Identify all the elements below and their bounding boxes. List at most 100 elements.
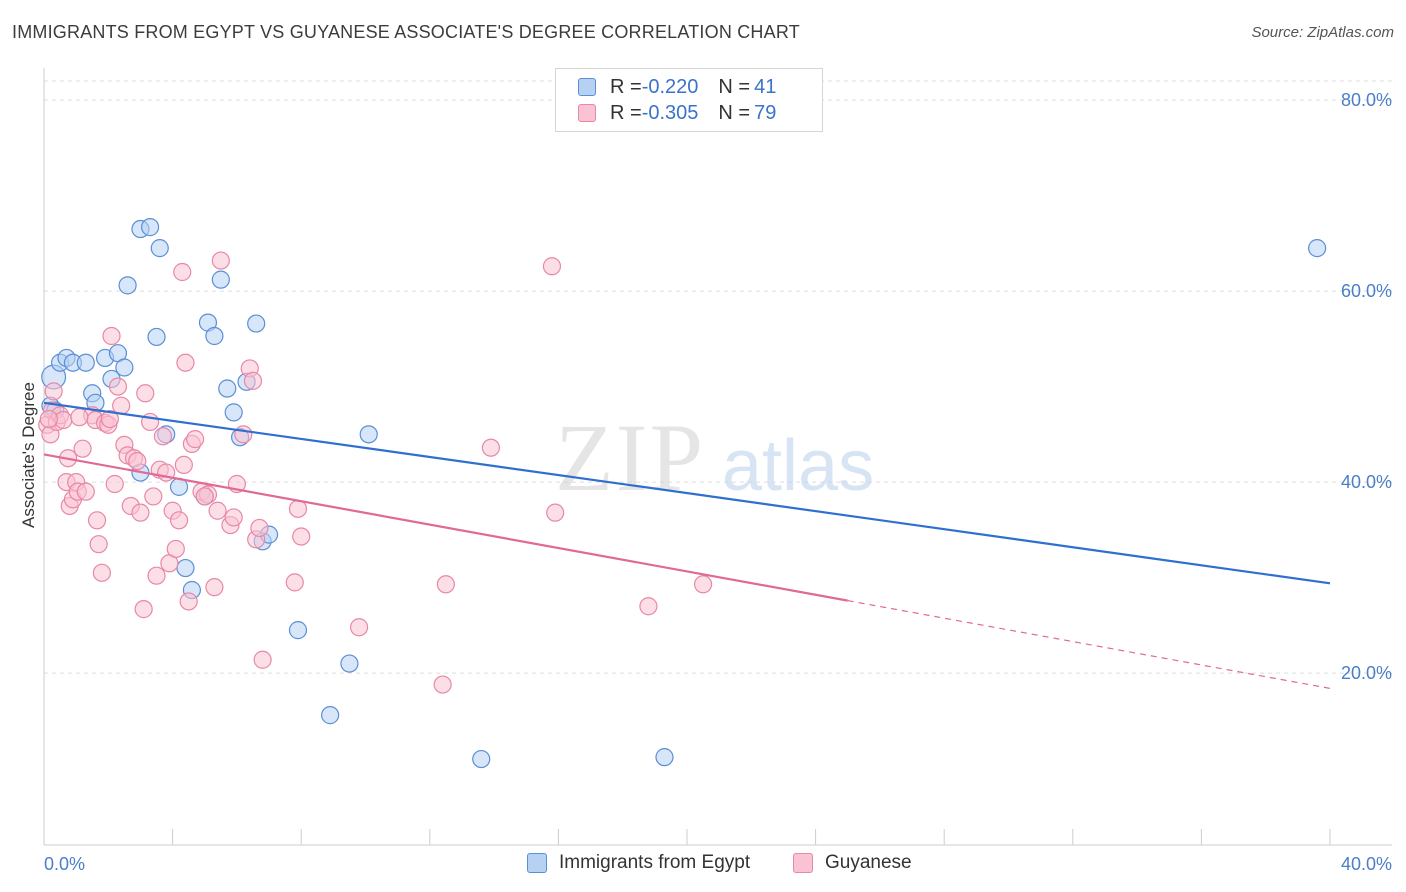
- guyanese-point: [224, 508, 243, 527]
- guyanese-point: [174, 455, 193, 475]
- legend-swatch-egypt: [578, 78, 596, 96]
- series-legend-guyanese: Guyanese: [793, 852, 912, 874]
- legend-n-value: 79: [754, 101, 777, 124]
- guyanese-point: [186, 430, 205, 449]
- egypt-point: [118, 276, 137, 295]
- guyanese-point: [70, 408, 89, 427]
- legend-row-egypt: R = -0.220 N = 41: [578, 74, 776, 100]
- egypt-point: [147, 327, 166, 347]
- guyanese-point: [92, 563, 111, 582]
- chart-title: IMMIGRANTS FROM EGYPT VS GUYANESE ASSOCI…: [12, 22, 800, 42]
- guyanese-point: [173, 262, 192, 282]
- guyanese-point: [205, 578, 224, 597]
- series-swatch-guyanese: [793, 853, 813, 873]
- legend-n-value: 41: [754, 75, 777, 98]
- guyanese-point: [639, 597, 658, 616]
- tick-labels: 20.0% 40.0% 60.0% 80.0% 0.0% 40.0%: [44, 90, 1392, 874]
- egypt-point: [224, 403, 243, 422]
- egypt-point: [115, 358, 134, 377]
- guyanese-point: [542, 257, 562, 276]
- egypt-point: [288, 621, 308, 640]
- watermark-zip: ZIP: [555, 404, 705, 511]
- guyanese-point: [136, 384, 155, 403]
- guyanese-point: [292, 527, 311, 546]
- guyanese-point: [176, 353, 195, 372]
- guyanese-point: [112, 396, 131, 415]
- legend-r-value: -0.305: [641, 101, 699, 124]
- egypt-point: [211, 270, 230, 289]
- guyanese-point: [105, 474, 124, 494]
- guyanese-point: [243, 371, 263, 390]
- guyanese-point: [195, 487, 214, 506]
- guyanese-point: [285, 573, 304, 592]
- guyanese-point: [87, 511, 107, 530]
- y-tick-label: 60.0%: [1341, 281, 1392, 301]
- guyanese-point: [234, 425, 253, 444]
- guyanese-point: [144, 487, 163, 506]
- watermark: ZIP atlas: [555, 404, 874, 511]
- egypt-point: [218, 379, 237, 398]
- y-tick-label: 80.0%: [1341, 90, 1392, 110]
- guyanese-point: [250, 518, 269, 538]
- egypt-point: [359, 425, 378, 444]
- egypt-point: [655, 748, 674, 767]
- legend-r-label: R =: [610, 101, 642, 124]
- guyanese-point: [76, 482, 95, 501]
- legend-r-value: -0.220: [641, 75, 699, 98]
- y-axis-label: Associate's Degree: [19, 382, 38, 528]
- egypt-point: [176, 558, 195, 578]
- legend-row-guyanese: R = -0.305 N = 79: [578, 100, 776, 126]
- egypt-point: [76, 353, 95, 372]
- x-tick-label: 40.0%: [1341, 854, 1392, 874]
- legend-n-label: N =: [718, 75, 751, 98]
- legend-r-label: R =: [610, 75, 642, 98]
- trend-line-dashed: [847, 600, 1331, 689]
- y-tick-label: 40.0%: [1341, 472, 1392, 492]
- guyanese-point: [89, 535, 108, 554]
- egypt-point: [340, 654, 359, 673]
- chart-source: Source: ZipAtlas.com: [1251, 24, 1394, 41]
- series-name-guyanese: Guyanese: [825, 852, 912, 873]
- egypt-point: [472, 749, 491, 769]
- series-legend: Immigrants from Egypt Guyanese: [0, 852, 1406, 878]
- guyanese-point: [166, 539, 185, 559]
- guyanese-point: [693, 575, 713, 594]
- egypt-point: [1308, 239, 1327, 258]
- legend-swatch-guyanese: [578, 104, 596, 122]
- guyanese-point: [208, 501, 227, 520]
- guyanese-point: [288, 499, 308, 518]
- guyanese-point: [153, 427, 173, 446]
- y-tick-label: 20.0%: [1341, 663, 1392, 683]
- egypt-point: [140, 218, 160, 237]
- guyanese-point: [100, 409, 120, 429]
- correlation-legend: R = -0.220 N = 41 R = -0.305 N = 79: [555, 68, 823, 132]
- guyanese-point: [134, 600, 153, 619]
- egypt-point: [321, 706, 340, 725]
- guyanese-point: [253, 650, 272, 669]
- guyanese-point: [481, 438, 500, 457]
- watermark-atlas: atlas: [722, 426, 874, 506]
- guyanese-point: [102, 326, 121, 346]
- guyanese-point: [128, 451, 147, 471]
- series-swatch-egypt: [527, 853, 547, 873]
- guyanese-point: [44, 382, 63, 401]
- trend-line-solid: [43, 401, 1331, 585]
- guyanese-point: [131, 503, 150, 522]
- egypt-point: [205, 326, 224, 346]
- axes: [43, 68, 1392, 846]
- guyanese-point: [211, 251, 230, 270]
- guyanese-point: [39, 409, 58, 429]
- egypt-point: [247, 314, 266, 333]
- guyanese-point: [169, 511, 189, 530]
- guyanese-point: [349, 618, 369, 637]
- series-name-egypt: Immigrants from Egypt: [559, 852, 751, 873]
- trend-lines: [43, 401, 1331, 689]
- trend-line-solid: [43, 453, 848, 602]
- guyanese-point: [147, 566, 166, 585]
- x-tick-label: 0.0%: [44, 854, 85, 874]
- guyanese-point: [433, 675, 452, 694]
- guyanese-point: [73, 439, 92, 458]
- egypt-point: [150, 239, 169, 258]
- guyanese-point: [108, 377, 128, 396]
